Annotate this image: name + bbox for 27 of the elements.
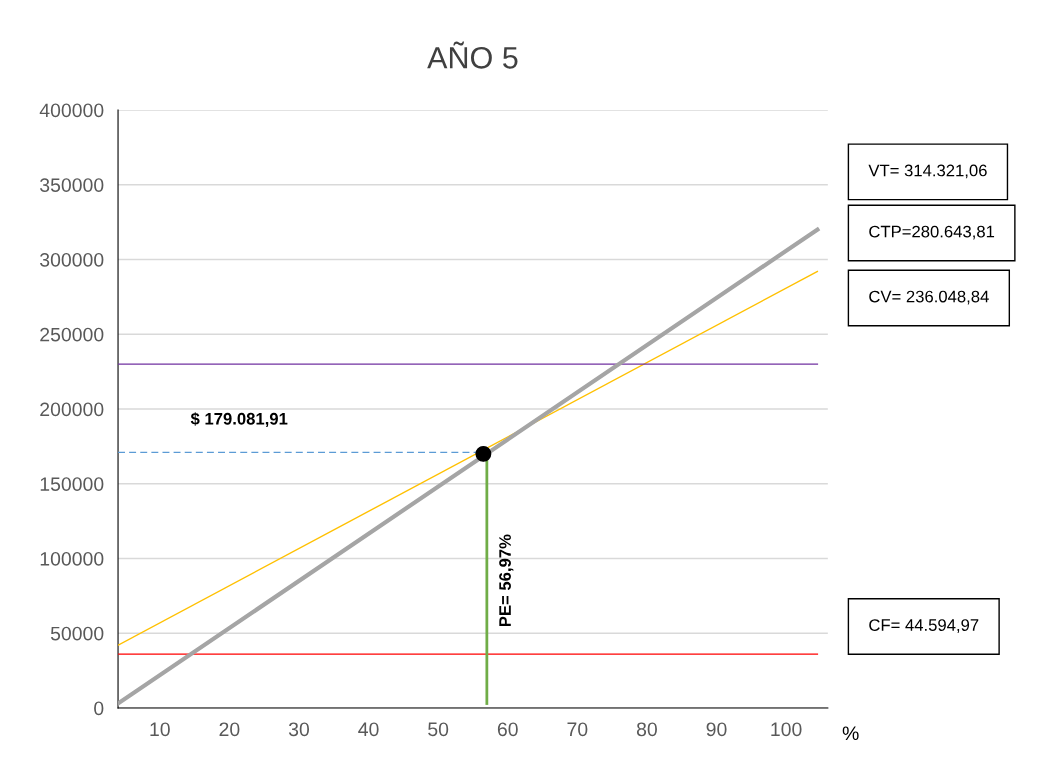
x-tick-label: 50 bbox=[428, 722, 449, 737]
x-tick-label: 30 bbox=[288, 722, 310, 737]
x-tick-label: 10 bbox=[150, 722, 170, 737]
x-tick-label: 70 bbox=[567, 722, 588, 737]
y-tick-label: 350000 bbox=[40, 178, 104, 192]
y-tick-label: 300000 bbox=[40, 252, 104, 267]
y-tick-label: 400000 bbox=[39, 103, 104, 118]
x-tick-label: 60 bbox=[497, 722, 518, 737]
text: VT= 314.321,06 bbox=[868, 164, 987, 179]
y-tick-label: 0 bbox=[94, 701, 104, 716]
x-tick-label: 40 bbox=[358, 722, 379, 737]
x-tick-label: 20 bbox=[219, 722, 240, 737]
text: CV= 236.048,84 bbox=[869, 290, 989, 305]
y-tick-label: 50000 bbox=[50, 626, 104, 641]
y-tick-label: 200000 bbox=[40, 402, 104, 417]
text: CF= 44.594,97 bbox=[869, 619, 979, 633]
chart-title: AÑO 5 bbox=[427, 41, 518, 69]
text: CTP=280.643,81 bbox=[869, 225, 995, 240]
annotation: PE= 56,97% bbox=[499, 534, 514, 627]
y-tick-label: 250000 bbox=[40, 327, 104, 342]
annotation: $ 179.081,91 bbox=[190, 412, 288, 428]
y-tick-label: 150000 bbox=[40, 477, 104, 491]
y-tick-label: 100000 bbox=[40, 551, 104, 566]
x-tick-label: 90 bbox=[706, 722, 727, 737]
x-axis-title: % bbox=[842, 726, 859, 741]
x-tick-label: 100 bbox=[771, 722, 802, 737]
x-tick-label: 80 bbox=[636, 722, 657, 737]
